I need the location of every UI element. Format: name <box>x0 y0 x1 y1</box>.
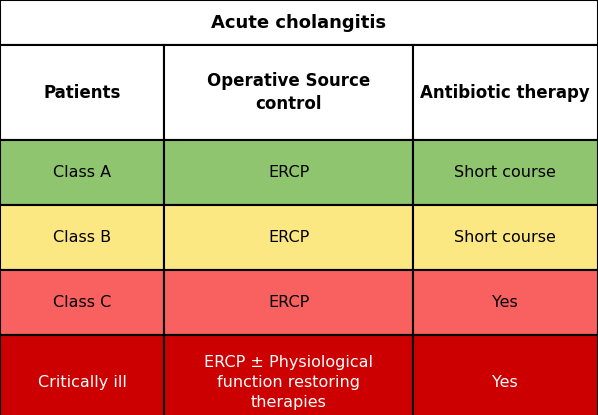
Text: Yes: Yes <box>492 295 518 310</box>
Bar <box>0 335 164 415</box>
Bar <box>164 335 413 415</box>
Bar <box>0 45 164 140</box>
Bar <box>0 205 164 270</box>
Bar <box>413 335 598 415</box>
Bar <box>0 0 598 45</box>
Text: Short course: Short course <box>454 230 556 245</box>
Bar <box>413 270 598 335</box>
Bar <box>0 270 164 335</box>
Bar <box>413 45 598 140</box>
Text: ERCP: ERCP <box>268 165 309 180</box>
Text: Antibiotic therapy: Antibiotic therapy <box>420 83 590 102</box>
Text: ERCP: ERCP <box>268 230 309 245</box>
Text: Operative Source
control: Operative Source control <box>207 72 370 113</box>
Text: Class A: Class A <box>53 165 111 180</box>
Text: Acute cholangitis: Acute cholangitis <box>212 14 386 32</box>
Text: Short course: Short course <box>454 165 556 180</box>
Bar <box>413 205 598 270</box>
Text: ERCP ± Physiological
function restoring
therapies: ERCP ± Physiological function restoring … <box>204 355 373 410</box>
Text: Yes: Yes <box>492 375 518 390</box>
Bar <box>164 45 413 140</box>
Bar <box>164 205 413 270</box>
Bar <box>0 140 164 205</box>
Bar <box>413 140 598 205</box>
Text: Critically ill: Critically ill <box>38 375 127 390</box>
Text: Class B: Class B <box>53 230 111 245</box>
Bar <box>164 140 413 205</box>
Text: ERCP: ERCP <box>268 295 309 310</box>
Bar <box>164 270 413 335</box>
Text: Patients: Patients <box>44 83 121 102</box>
Text: Class C: Class C <box>53 295 111 310</box>
